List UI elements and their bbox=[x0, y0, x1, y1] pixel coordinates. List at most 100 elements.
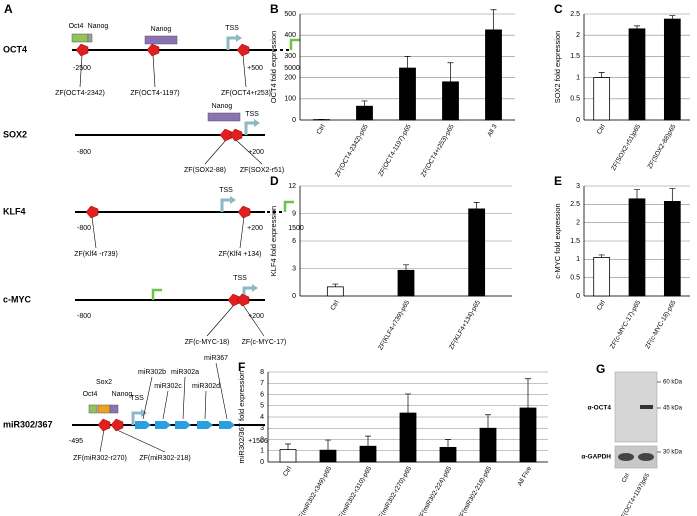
error-bar bbox=[634, 189, 640, 199]
error-bar bbox=[447, 62, 454, 82]
y-tick-label: 6 bbox=[260, 391, 264, 398]
zf-site bbox=[236, 43, 250, 57]
extra-coord: 1500 bbox=[288, 225, 304, 232]
binding-box bbox=[87, 33, 93, 43]
panel-letter: G bbox=[596, 362, 605, 376]
x-tick-label: ZF(miR302-r349)-p65 bbox=[296, 465, 334, 516]
y-tick-label: 1.5 bbox=[570, 238, 580, 245]
blot-bottom bbox=[614, 445, 658, 469]
gapdh-band bbox=[638, 453, 654, 461]
panel-letter: C bbox=[554, 2, 563, 16]
binding-box bbox=[109, 404, 119, 414]
site-label: ZF(OCT4-1197) bbox=[130, 90, 179, 97]
x-tick-label: ZF(OCT4-1197)-p65 bbox=[377, 123, 413, 178]
mir-label: miR302a bbox=[171, 369, 199, 376]
tss-arrow-head bbox=[254, 119, 260, 127]
bar bbox=[356, 105, 373, 121]
site-label: ZF(c-MYC-18) bbox=[185, 339, 230, 346]
x-tick-label: ZF(c-MYC-18)-p65 bbox=[644, 299, 678, 350]
error-bar bbox=[325, 439, 331, 451]
error-bar bbox=[669, 188, 676, 202]
x-tick-label: ZF(c-MYC-17)-p65 bbox=[609, 299, 643, 350]
mir-leader bbox=[142, 376, 153, 420]
y-tick-label: 1 bbox=[576, 256, 580, 263]
zf-site bbox=[110, 418, 124, 432]
bar bbox=[519, 407, 537, 463]
end-coord: +1506 bbox=[248, 438, 268, 445]
tss-arrow bbox=[220, 198, 231, 212]
y-tick-label: 6 bbox=[292, 238, 296, 245]
end-coord: +200 bbox=[248, 313, 264, 320]
tss-label: TSS bbox=[219, 187, 233, 194]
mir-arrow bbox=[175, 421, 191, 429]
site-leader bbox=[116, 429, 166, 453]
gapdh-band bbox=[618, 453, 634, 461]
site-leader bbox=[99, 429, 105, 453]
bar bbox=[485, 29, 502, 121]
marker-label: 45 kDa bbox=[663, 406, 683, 412]
panel-letter: E bbox=[554, 174, 562, 188]
bar bbox=[593, 77, 611, 121]
oct4-band bbox=[640, 405, 653, 409]
bar bbox=[359, 445, 377, 463]
bar bbox=[442, 81, 459, 121]
binding-box bbox=[97, 404, 111, 414]
alt-tss-arrow bbox=[151, 288, 162, 300]
x-tick-label: Ctrl bbox=[329, 299, 340, 312]
y-tick-label: 0.5 bbox=[570, 275, 580, 282]
zf-site bbox=[236, 293, 250, 307]
site-label: ZF(miR302-r270) bbox=[73, 455, 127, 462]
y-axis-label: KLF4 fold expression bbox=[269, 206, 278, 276]
bar bbox=[399, 412, 417, 463]
error-bar bbox=[598, 254, 605, 258]
error-bar bbox=[285, 443, 291, 450]
mir-label: miR367 bbox=[204, 355, 228, 362]
tss-arrow bbox=[244, 121, 255, 135]
mir-arrow bbox=[197, 421, 213, 429]
antibody-label: α-OCT4 bbox=[588, 405, 612, 412]
site-leader bbox=[79, 54, 83, 88]
tss-arrow-head bbox=[252, 284, 258, 292]
x-tick-label: Ctrl bbox=[596, 299, 607, 312]
x-tick-label: ZF(miR302-r310)-p65 bbox=[336, 465, 374, 516]
binding-label: Nanog bbox=[212, 103, 233, 110]
y-tick-label: 0 bbox=[260, 459, 264, 466]
x-tick-label: ZF(OCT4+r253)-p65 bbox=[420, 123, 456, 178]
site-label: ZF(OCT4+r253) bbox=[221, 90, 271, 97]
gene-label: SOX2 bbox=[3, 129, 27, 139]
binding-box bbox=[207, 112, 241, 122]
x-tick-label: ZF(miR302-218)-p65 bbox=[457, 465, 494, 516]
x-tick-label: ZF(KLF4+134)-p65 bbox=[448, 299, 482, 351]
site-label: ZF(miR302-218) bbox=[139, 455, 190, 462]
error-bar bbox=[490, 9, 497, 30]
site-label: ZF(OCT4-2342) bbox=[55, 90, 105, 97]
y-tick-label: 2 bbox=[576, 220, 580, 227]
binding-box bbox=[88, 404, 98, 414]
mir-label: miR302c bbox=[154, 383, 182, 390]
site-leader bbox=[91, 216, 97, 249]
extra-coord: 5000 bbox=[284, 65, 300, 72]
gene-label: c-MYC bbox=[3, 294, 32, 304]
bar bbox=[319, 449, 337, 463]
binding-label: Oct4 bbox=[83, 391, 98, 398]
mir-arrow bbox=[155, 421, 171, 429]
y-tick-label: 7 bbox=[260, 380, 264, 387]
error-bar bbox=[403, 264, 409, 271]
start-coord: -800 bbox=[77, 149, 91, 156]
x-tick-label: All 3 bbox=[486, 123, 499, 138]
x-tick-label: ZF(KLF4-r739)-p65 bbox=[377, 299, 411, 351]
y-tick-label: 2 bbox=[576, 32, 580, 39]
y-tick-label: 500 bbox=[284, 11, 296, 18]
x-tick-label: ZF(miR302-r270)-p65 bbox=[376, 465, 414, 516]
antibody-label: α-GAPDH bbox=[581, 454, 611, 461]
y-tick-label: 2.5 bbox=[570, 201, 580, 208]
bar bbox=[468, 208, 486, 297]
bar bbox=[663, 200, 681, 297]
x-tick-label: ZF(SOX2-r51)p65 bbox=[610, 123, 642, 172]
error-bar bbox=[525, 378, 531, 408]
error-bar bbox=[669, 15, 676, 20]
x-tick-label: All Five bbox=[517, 465, 534, 487]
error-bar bbox=[473, 202, 480, 209]
site-leader bbox=[204, 139, 227, 165]
